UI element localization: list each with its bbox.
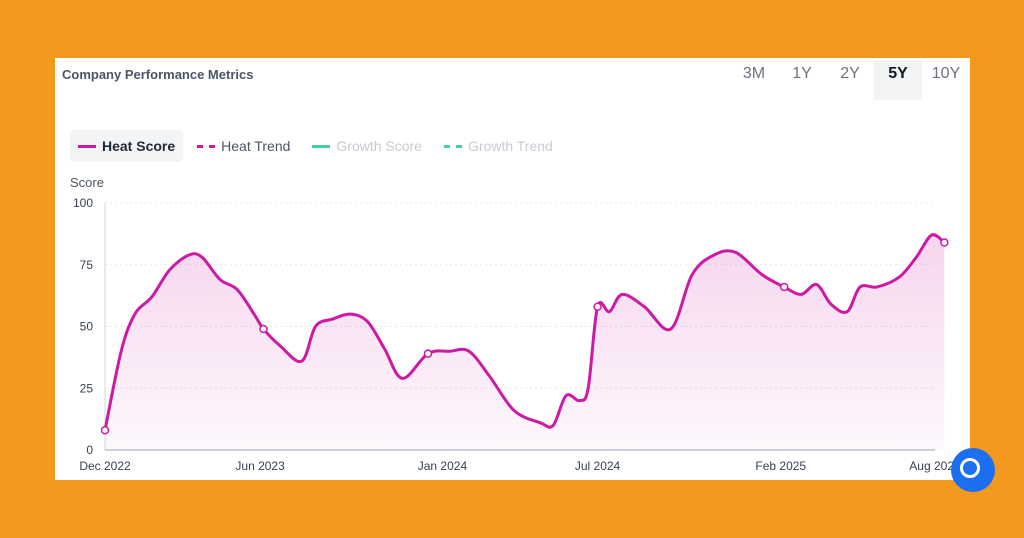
line-chart: Score 0 25 50 75 100 Dec 2022 Jun 2023 Jan 2024 J… bbox=[70, 175, 961, 473]
chart-legend: Heat Score Heat Trend Growth Score Growth T… bbox=[70, 130, 567, 162]
legend-label: Heat Score bbox=[102, 138, 176, 154]
x-tick-label: Jul 2024 bbox=[575, 459, 621, 473]
legend-item-growth-trend[interactable]: Growth Trend bbox=[436, 130, 561, 162]
chat-icon bbox=[960, 458, 980, 478]
legend-swatch bbox=[197, 144, 216, 148]
heat-score-point bbox=[423, 349, 433, 358]
y-tick-label: 50 bbox=[80, 320, 94, 334]
legend-label: Growth Score bbox=[336, 138, 423, 154]
chart-card: Company Performance Metrics 3M 1Y 2Y 5Y 10Y … bbox=[55, 58, 970, 480]
legend-label: Growth Trend bbox=[468, 138, 553, 154]
y-tick-label: 100 bbox=[73, 196, 93, 210]
legend-swatch bbox=[312, 144, 331, 148]
x-tick-label: Aug 2025 bbox=[909, 459, 961, 473]
range-button-10y[interactable]: 10Y bbox=[931, 65, 961, 82]
range-button-1y[interactable]: 1Y bbox=[792, 65, 812, 82]
chart-title: Company Performance Metrics bbox=[62, 67, 254, 82]
range-button-3m[interactable]: 3M bbox=[742, 65, 766, 82]
range-button-5y[interactable]: 5Y bbox=[874, 60, 922, 100]
y-tick-label: 0 bbox=[86, 443, 93, 457]
y-tick-label: 75 bbox=[80, 258, 94, 272]
legend-item-heat-score[interactable]: Heat Score bbox=[70, 130, 184, 162]
heat-score-point bbox=[940, 238, 949, 247]
heat-score-point bbox=[100, 425, 110, 435]
legend-item-heat-trend[interactable]: Heat Trend bbox=[189, 130, 298, 162]
y-axis-title: Score bbox=[70, 175, 104, 190]
legend-label: Heat Trend bbox=[221, 138, 291, 154]
range-button-2y[interactable]: 2Y bbox=[840, 65, 860, 82]
chat-fab-button[interactable] bbox=[951, 448, 995, 492]
x-tick-label: Feb 2025 bbox=[755, 459, 806, 473]
x-tick-label: Dec 2022 bbox=[79, 459, 131, 473]
heat-score-line bbox=[103, 233, 946, 432]
y-tick-label: 25 bbox=[80, 381, 94, 395]
range-selector: 3M 1Y 2Y 5Y 10Y bbox=[730, 60, 970, 100]
legend-swatch bbox=[444, 144, 463, 148]
x-tick-label: Jan 2024 bbox=[418, 459, 468, 473]
legend-item-growth-score[interactable]: Growth Score bbox=[304, 130, 430, 162]
x-tick-label: Jun 2023 bbox=[235, 459, 285, 473]
heat-score-point bbox=[259, 324, 268, 334]
heat-score-point bbox=[593, 302, 602, 311]
legend-swatch bbox=[78, 144, 96, 148]
heat-score-area bbox=[105, 234, 945, 450]
heat-score-point bbox=[779, 282, 789, 292]
